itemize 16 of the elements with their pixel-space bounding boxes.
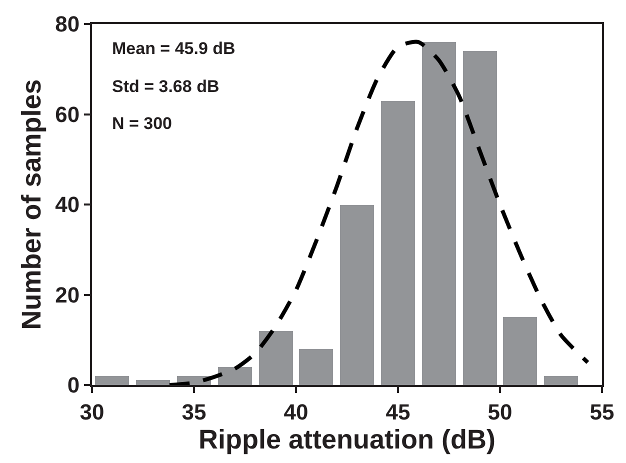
y-tick-label: 80 xyxy=(55,12,80,37)
y-tick-label: 60 xyxy=(55,102,80,127)
annotation: N = 300 xyxy=(112,114,172,133)
x-tick-label: 45 xyxy=(386,399,410,424)
x-tick-label: 35 xyxy=(182,399,206,424)
x-axis-title: Ripple attenuation (dB) xyxy=(198,424,496,454)
x-tick-label: 55 xyxy=(590,399,614,424)
x-tick-label: 50 xyxy=(488,399,512,424)
y-tick-label: 0 xyxy=(67,372,80,398)
x-tick-label: 30 xyxy=(80,399,104,424)
x-tick-label: 40 xyxy=(284,399,308,424)
y-tick-label: 40 xyxy=(55,192,80,218)
y-axis-title: Number of samples xyxy=(16,79,47,330)
y-tick-label: 20 xyxy=(55,282,80,308)
annotation: Mean = 45.9 dB xyxy=(112,39,236,58)
annotation: Std = 3.68 dB xyxy=(112,77,220,96)
